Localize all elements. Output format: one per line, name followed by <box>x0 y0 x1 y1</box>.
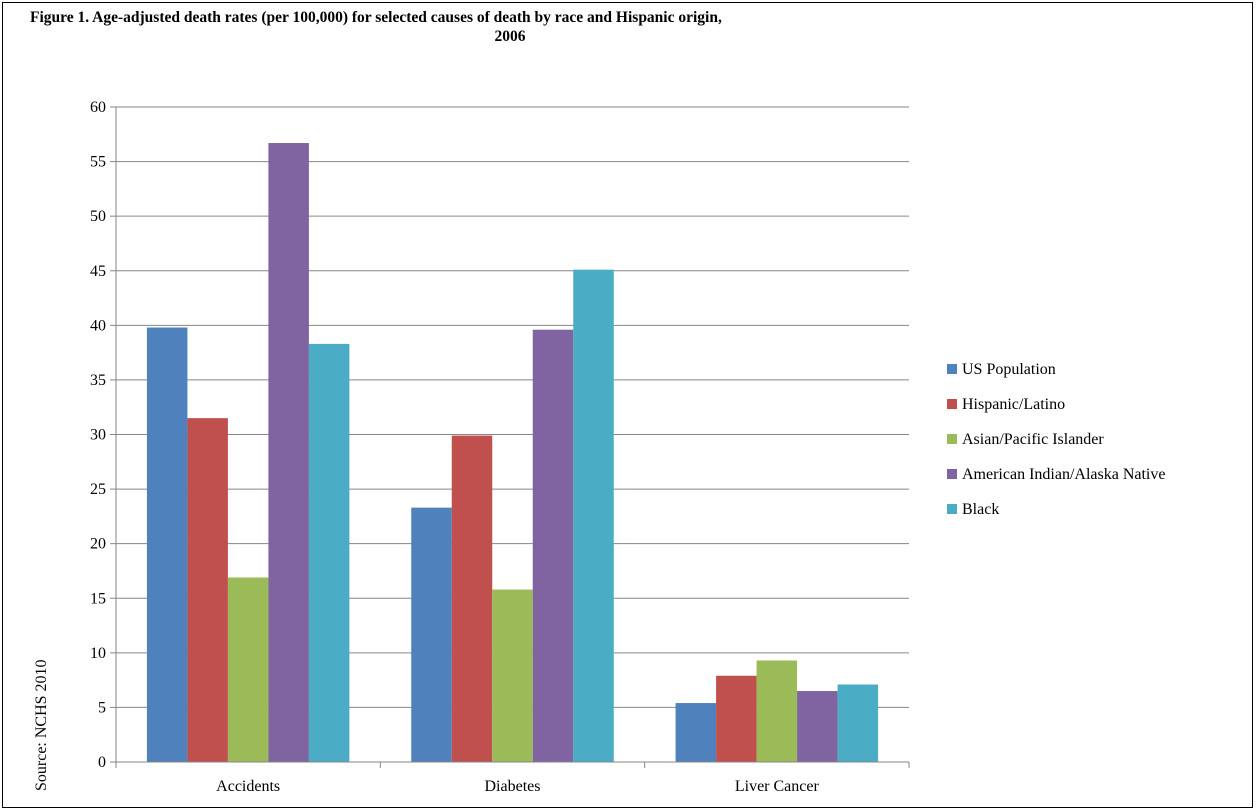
bar <box>187 418 228 762</box>
bar <box>146 327 188 762</box>
chart-title-line1: Figure 1. Age-adjusted death rates (per … <box>30 9 722 26</box>
bar <box>573 269 614 762</box>
legend-label: Hispanic/Latino <box>962 396 1065 413</box>
y-tick-label: 5 <box>98 699 106 716</box>
bar <box>797 691 838 762</box>
chart-title-line2: 2006 <box>494 28 526 45</box>
legend-label: American Indian/Alaska Native <box>962 466 1165 483</box>
legend-swatch <box>947 504 957 514</box>
x-tick-label: Accidents <box>216 778 280 795</box>
bar <box>532 329 574 762</box>
bar <box>675 703 717 762</box>
source-note: Source: NCHS 2010 <box>33 659 50 791</box>
bar <box>716 675 757 762</box>
y-tick-label: 20 <box>90 536 106 553</box>
bar <box>227 577 269 762</box>
x-tick-label: Diabetes <box>485 778 541 795</box>
bar <box>411 507 452 762</box>
y-tick-label: 35 <box>90 372 106 389</box>
bars <box>146 143 879 762</box>
bar <box>308 343 350 762</box>
bar <box>837 684 879 762</box>
y-tick-label: 60 <box>90 99 106 116</box>
y-tick-label: 25 <box>90 481 106 498</box>
bar <box>492 589 533 762</box>
y-tick-label: 15 <box>90 590 106 607</box>
legend-label: Asian/Pacific Islander <box>962 431 1104 448</box>
y-tick-label: 40 <box>90 317 106 334</box>
legend-label: US Population <box>962 361 1056 378</box>
y-tick-label: 10 <box>90 645 106 662</box>
legend: US Population Hispanic/Latino Asian/Pacifi… <box>947 361 1165 518</box>
bar <box>268 143 309 762</box>
legend-swatch <box>947 434 957 444</box>
x-tick-label: Liver Cancer <box>735 778 820 795</box>
chart-title: Figure 1. Age-adjusted death rates (per … <box>30 8 990 46</box>
y-tick-label: 45 <box>90 263 106 280</box>
axes: 0 5 10 15 20 25 30 35 40 45 50 55 60 Accidents Diabete… <box>90 99 910 795</box>
legend-label: Black <box>962 501 999 518</box>
legend-swatch <box>947 469 957 479</box>
bar <box>756 660 798 762</box>
y-tick-label: 55 <box>90 154 106 171</box>
y-tick-label: 30 <box>90 427 106 444</box>
y-tick-label: 0 <box>98 754 106 771</box>
bar <box>451 435 493 762</box>
legend-swatch <box>947 399 957 409</box>
y-tick-label: 50 <box>90 208 106 225</box>
legend-swatch <box>947 364 957 374</box>
